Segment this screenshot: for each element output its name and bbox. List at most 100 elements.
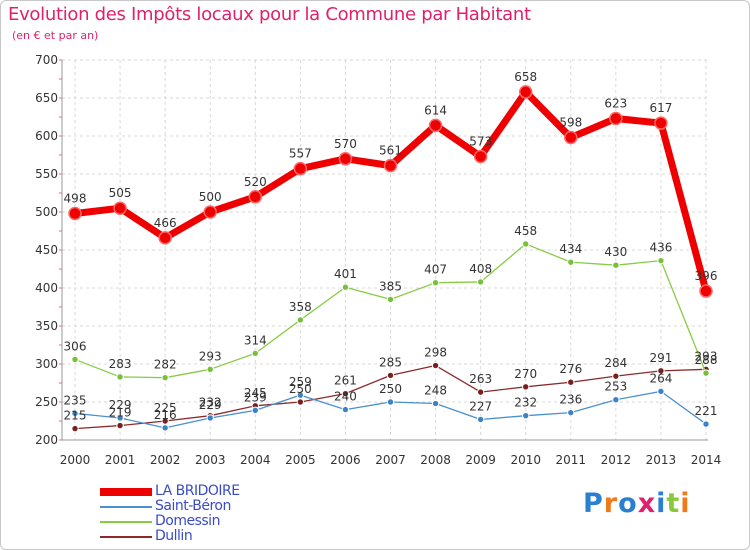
data-point [473,149,488,164]
data-point [338,152,353,166]
y-tick-label: 550 [35,167,58,181]
data-point [293,161,308,176]
data-point [564,130,578,145]
data-label: 259 [289,375,312,389]
data-point [71,409,79,418]
data-label: 408 [469,262,492,276]
legend-swatch [100,506,152,508]
data-point [71,424,79,433]
data-label: 235 [64,393,87,407]
y-tick-label: 600 [35,129,58,143]
x-tick-label: 2010 [510,453,541,467]
data-point [116,421,124,430]
data-label: 498 [64,192,87,206]
data-point [383,158,398,173]
data-point [431,399,440,408]
data-point [71,355,79,364]
data-label: 245 [244,386,267,400]
data-label: 298 [424,346,447,360]
data-label: 623 [604,97,627,111]
data-point [431,361,440,370]
data-label: 263 [469,372,492,386]
data-point [522,411,530,420]
chart-subtitle: (en € et par an) [12,29,99,42]
data-label: 617 [649,101,672,115]
data-label: 236 [559,393,582,407]
data-label: 505 [109,186,132,200]
data-label: 436 [649,241,672,255]
data-point [386,398,395,406]
data-point [248,190,263,204]
y-tick-label: 700 [35,53,58,67]
legend-swatch [100,521,152,523]
y-tick-label: 200 [35,433,58,447]
data-label: 306 [64,339,87,353]
data-label: 216 [154,408,177,422]
x-tick-label: 2011 [556,453,587,467]
x-tick-label: 2014 [691,453,722,467]
legend-label: Domessin [155,513,220,529]
data-point [609,111,623,126]
data-label: 261 [334,374,357,388]
data-label: 276 [559,362,582,376]
data-label: 227 [469,399,492,413]
data-label: 248 [424,384,447,398]
data-point [657,256,665,265]
legend-label: LA BRIDOIRE [155,483,240,499]
data-point [522,383,530,391]
data-label: 500 [199,190,222,204]
data-point [567,258,575,266]
y-tick-label: 250 [35,395,58,409]
y-tick-label: 350 [35,319,58,333]
data-label: 291 [649,351,672,365]
data-label: 407 [424,263,447,277]
data-label: 458 [514,224,537,238]
data-point [161,424,169,432]
data-label: 314 [244,333,267,347]
x-tick-label: 2006 [330,453,361,467]
data-label: 270 [514,367,537,381]
data-point [476,388,485,396]
data-point [699,284,713,298]
data-label: 250 [379,382,402,396]
data-point [657,367,665,375]
data-point [206,414,214,422]
chart-title: Evolution des Impôts locaux pour la Comm… [8,4,531,25]
data-label: 219 [109,406,132,420]
data-label: 396 [695,269,718,283]
data-point [113,201,127,215]
data-label: 215 [64,409,87,423]
data-label: 561 [379,144,402,158]
data-point [518,85,533,99]
data-label: 221 [695,404,718,418]
data-label: 288 [695,353,718,367]
legend-label: Dullin [155,528,193,544]
data-label: 293 [199,349,222,363]
data-point [702,420,710,428]
data-point [702,369,710,377]
x-tick-label: 2009 [465,453,496,467]
data-point [341,405,350,414]
data-point [522,240,530,248]
x-tick-label: 2003 [195,453,226,467]
data-point [386,295,395,304]
legend-label: Saint-Béron [155,498,231,514]
data-point [203,205,217,219]
y-tick-label: 450 [35,243,58,257]
data-label: 253 [604,380,627,394]
data-label: 232 [514,396,537,410]
y-tick-label: 400 [35,281,58,295]
data-label: 240 [334,390,357,404]
y-tick-label: 300 [35,357,58,371]
legend-swatch [100,536,152,538]
data-label: 598 [559,116,582,130]
data-point [431,278,440,287]
data-point [567,408,575,417]
data-point [296,391,305,399]
data-point [161,373,169,382]
data-point [428,118,443,133]
data-label: 520 [244,175,267,189]
data-label: 264 [649,371,672,385]
x-tick-label: 2007 [375,453,406,467]
